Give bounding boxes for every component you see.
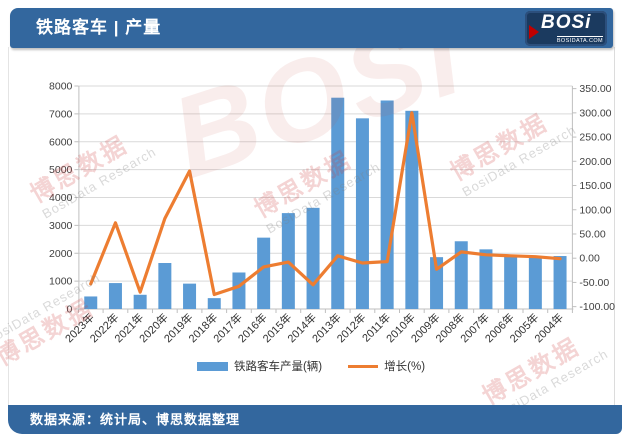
bosi-logo: BOSi BOSIDATA.COM xyxy=(525,11,607,46)
left-axis-label: 5000 xyxy=(49,164,73,176)
left-axis-label: 2000 xyxy=(49,248,73,260)
bar xyxy=(207,298,221,309)
bar xyxy=(257,237,271,309)
bar xyxy=(133,294,147,309)
right-axis-label: -50.00 xyxy=(579,277,609,289)
left-axis-label: 7000 xyxy=(49,108,73,120)
line-series-swatch-icon xyxy=(348,364,379,368)
bar xyxy=(528,257,542,309)
chart-legend: 铁路客车产量(辆) 增长(%) xyxy=(0,358,622,374)
bar xyxy=(84,296,98,309)
right-axis-label: 0.00 xyxy=(579,253,600,265)
bar xyxy=(108,283,122,309)
right-axis-label: 350.00 xyxy=(579,83,611,95)
right-axis-label: 50.00 xyxy=(579,228,605,240)
bar xyxy=(183,283,197,309)
bar xyxy=(355,118,369,310)
bar xyxy=(380,100,394,310)
header-bar: 铁路客车 | 产量 BOSi BOSIDATA.COM xyxy=(10,8,613,48)
data-source-text: 数据来源：统计局、博思数据整理 xyxy=(30,412,241,427)
right-axis-label: 100.00 xyxy=(579,204,611,216)
logo-text: BOSi xyxy=(541,12,592,33)
legend-item-growth: 增长(%) xyxy=(348,358,425,374)
logo-subtext: BOSIDATA.COM xyxy=(556,36,603,44)
bar xyxy=(504,254,518,309)
right-axis-label: 150.00 xyxy=(579,180,611,192)
bar xyxy=(553,256,567,309)
bar xyxy=(405,110,419,309)
left-axis-label: 8000 xyxy=(49,81,73,93)
bar xyxy=(158,263,172,309)
bar xyxy=(430,257,444,309)
page-title: 铁路客车 | 产量 xyxy=(36,18,162,37)
right-axis-label: 250.00 xyxy=(579,132,611,144)
bar-series-swatch-icon xyxy=(196,361,228,371)
bar xyxy=(232,272,246,309)
growth-line xyxy=(89,111,562,297)
legend-label: 增长(%) xyxy=(384,361,426,373)
bar xyxy=(306,207,320,309)
right-axis-label: -100.00 xyxy=(579,301,615,313)
legend-item-production: 铁路客车产量(辆) xyxy=(196,358,323,374)
left-axis-label: 3000 xyxy=(49,220,73,232)
bar xyxy=(479,249,493,309)
bar xyxy=(331,97,345,310)
footer-bar: 数据来源：统计局、博思数据整理 xyxy=(8,405,622,434)
right-axis-label: 300.00 xyxy=(579,107,611,119)
right-axis-label: 200.00 xyxy=(579,156,611,168)
legend-label: 铁路客车产量(辆) xyxy=(233,361,323,373)
left-axis-label: 1000 xyxy=(49,276,73,288)
logo-red-flag-icon xyxy=(529,25,539,39)
bar xyxy=(454,241,468,309)
left-axis-label: 0 xyxy=(67,304,73,316)
left-axis-label: 6000 xyxy=(49,136,73,148)
left-axis-label: 4000 xyxy=(49,192,73,204)
